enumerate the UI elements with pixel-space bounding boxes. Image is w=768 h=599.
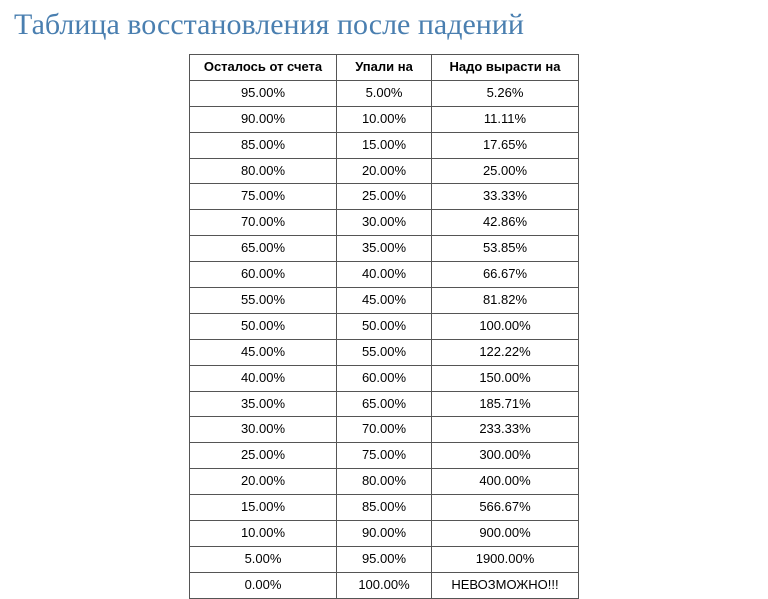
table-cell: 95.00% [190,80,337,106]
table-cell: 150.00% [432,365,579,391]
table-cell: 233.33% [432,417,579,443]
table-cell: 81.82% [432,288,579,314]
table-cell: 65.00% [337,391,432,417]
table-header: Осталось от счета Упали на Надо вырасти … [190,55,579,81]
table-cell: 100.00% [432,313,579,339]
table-row: 60.00%40.00%66.67% [190,262,579,288]
table-cell: 65.00% [190,236,337,262]
table-cell: 35.00% [337,236,432,262]
table-cell: 25.00% [432,158,579,184]
col-header-remaining: Осталось от счета [190,55,337,81]
page-title: Таблица восстановления после падений [14,8,768,42]
table-cell: 55.00% [337,339,432,365]
table-cell: 122.22% [432,339,579,365]
table-row: 15.00%85.00%566.67% [190,495,579,521]
table-cell: 90.00% [190,106,337,132]
table-cell: 80.00% [337,469,432,495]
table-cell: 15.00% [337,132,432,158]
table-cell: 25.00% [190,443,337,469]
table-cell: 566.67% [432,495,579,521]
table-cell: 75.00% [337,443,432,469]
table-cell: 15.00% [190,495,337,521]
table-cell: 0.00% [190,572,337,598]
table-cell: 80.00% [190,158,337,184]
table-row: 45.00%55.00%122.22% [190,339,579,365]
table-cell: 40.00% [190,365,337,391]
table-row: 20.00%80.00%400.00% [190,469,579,495]
table-row: 25.00%75.00%300.00% [190,443,579,469]
table-row: 0.00%100.00%НЕВОЗМОЖНО!!! [190,572,579,598]
table-cell: 10.00% [337,106,432,132]
table-cell: 10.00% [190,521,337,547]
table-row: 95.00%5.00%5.26% [190,80,579,106]
table-cell: 11.11% [432,106,579,132]
table-cell: 20.00% [190,469,337,495]
table-cell: 70.00% [337,417,432,443]
table-header-row: Осталось от счета Упали на Надо вырасти … [190,55,579,81]
table-cell: НЕВОЗМОЖНО!!! [432,572,579,598]
table-row: 35.00%65.00%185.71% [190,391,579,417]
table-cell: 35.00% [190,391,337,417]
table-cell: 55.00% [190,288,337,314]
table-row: 30.00%70.00%233.33% [190,417,579,443]
recovery-table: Осталось от счета Упали на Надо вырасти … [189,54,579,599]
table-row: 10.00%90.00%900.00% [190,521,579,547]
table-cell: 30.00% [337,210,432,236]
table-row: 5.00%95.00%1900.00% [190,546,579,572]
table-row: 90.00%10.00%11.11% [190,106,579,132]
table-row: 55.00%45.00%81.82% [190,288,579,314]
table-cell: 300.00% [432,443,579,469]
table-cell: 900.00% [432,521,579,547]
table-cell: 20.00% [337,158,432,184]
table-cell: 70.00% [190,210,337,236]
table-cell: 33.33% [432,184,579,210]
table-cell: 100.00% [337,572,432,598]
table-cell: 42.86% [432,210,579,236]
table-row: 85.00%15.00%17.65% [190,132,579,158]
table-cell: 30.00% [190,417,337,443]
table-cell: 53.85% [432,236,579,262]
table-cell: 90.00% [337,521,432,547]
table-cell: 60.00% [337,365,432,391]
table-cell: 5.00% [190,546,337,572]
table-cell: 60.00% [190,262,337,288]
table-cell: 66.67% [432,262,579,288]
table-row: 80.00%20.00%25.00% [190,158,579,184]
table-cell: 400.00% [432,469,579,495]
table-cell: 25.00% [337,184,432,210]
table-cell: 50.00% [337,313,432,339]
table-row: 75.00%25.00%33.33% [190,184,579,210]
table-cell: 5.00% [337,80,432,106]
table-cell: 5.26% [432,80,579,106]
table-cell: 45.00% [337,288,432,314]
table-container: Осталось от счета Упали на Надо вырасти … [0,54,768,599]
table-cell: 95.00% [337,546,432,572]
table-row: 65.00%35.00%53.85% [190,236,579,262]
table-cell: 1900.00% [432,546,579,572]
table-cell: 45.00% [190,339,337,365]
table-cell: 85.00% [337,495,432,521]
table-row: 50.00%50.00%100.00% [190,313,579,339]
table-cell: 75.00% [190,184,337,210]
table-cell: 85.00% [190,132,337,158]
table-cell: 40.00% [337,262,432,288]
table-cell: 50.00% [190,313,337,339]
table-body: 95.00%5.00%5.26%90.00%10.00%11.11%85.00%… [190,80,579,598]
table-row: 40.00%60.00%150.00% [190,365,579,391]
col-header-need-grow: Надо вырасти на [432,55,579,81]
table-cell: 17.65% [432,132,579,158]
table-cell: 185.71% [432,391,579,417]
col-header-dropped: Упали на [337,55,432,81]
table-row: 70.00%30.00%42.86% [190,210,579,236]
